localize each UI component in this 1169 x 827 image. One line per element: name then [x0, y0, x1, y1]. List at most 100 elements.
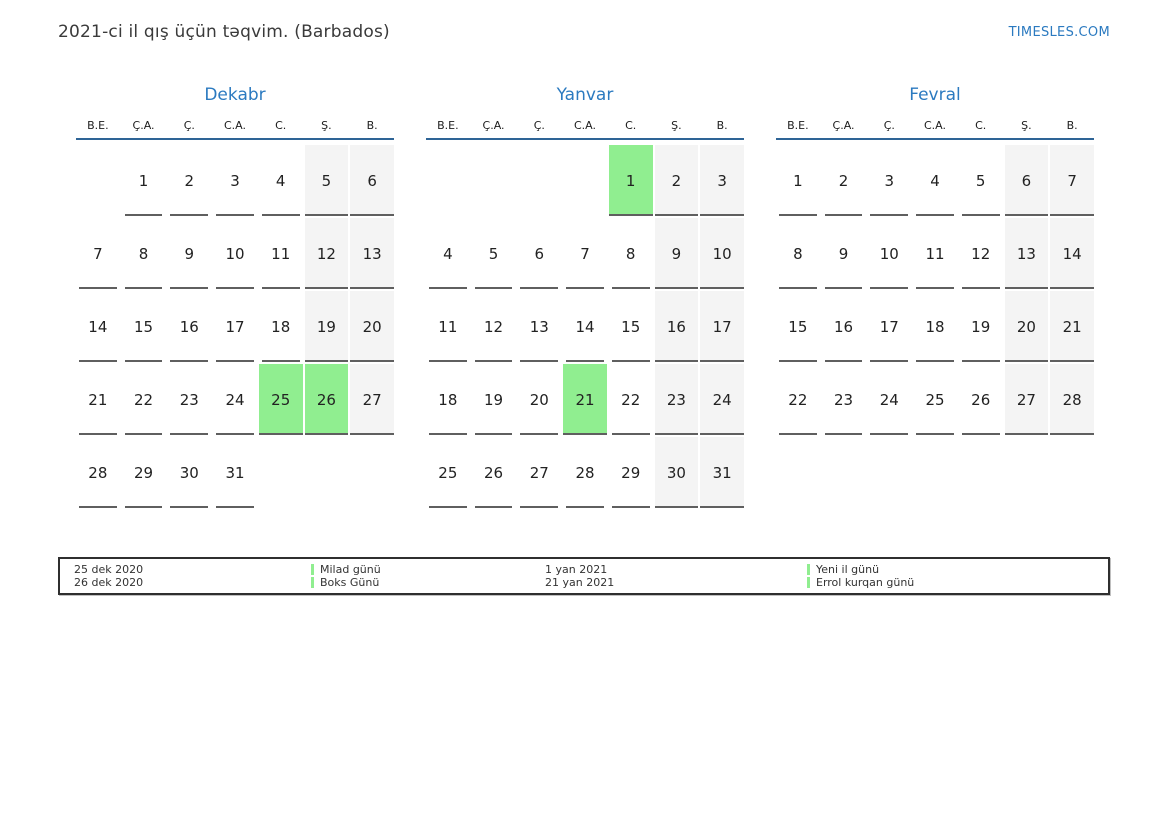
legend-text: 26 dek 2020 [74, 576, 144, 589]
day-cell-weekend: 27 [350, 364, 394, 435]
day-cell-weekend: 12 [304, 218, 349, 289]
day-cell: 14 [563, 291, 607, 362]
day-cell-weekend: 20 [350, 291, 394, 362]
day-cell: 31 [213, 437, 257, 508]
day-cell-empty [305, 437, 349, 508]
day-cell: 3 [867, 145, 911, 216]
legend-text: 1 yan 2021 [545, 563, 608, 576]
day-cell-weekend: 23 [654, 364, 699, 435]
day-cell: 8 [776, 218, 820, 289]
day-cell: 10 [867, 218, 911, 289]
day-cell: 21 [76, 364, 120, 435]
weekday-label: Ş. [1021, 119, 1032, 132]
weekday-label: B. [1066, 119, 1078, 132]
day-cell: 18 [913, 291, 957, 362]
day-cell: 4 [913, 145, 957, 216]
day-cell-weekend: 24 [700, 364, 744, 435]
day-cell-weekend: 20 [1004, 291, 1049, 362]
weekday-label: C. [625, 119, 637, 132]
day-cell: 26 [472, 437, 516, 508]
day-cell: 16 [167, 291, 211, 362]
day-cell: 6 [517, 218, 561, 289]
day-cell: 24 [867, 364, 911, 435]
legend-text: 21 yan 2021 [545, 576, 615, 589]
day-cell-weekend: 28 [1050, 364, 1094, 435]
weekday-header: B.E. Ç.A. Ç. C.A. C. Ş. B. [76, 106, 394, 140]
day-cell: 19 [472, 364, 516, 435]
day-cell-empty [259, 437, 303, 508]
day-cell-holiday: 26 [304, 364, 349, 435]
legend-text: Errol kurqan günü [816, 576, 915, 589]
day-cell-weekend: 27 [1004, 364, 1049, 435]
day-cell: 15 [609, 291, 653, 362]
legend-line: 25 dek 2020 [74, 563, 143, 576]
timesles-brand-link[interactable]: TIMESLES.COM [1008, 25, 1110, 40]
day-cell: 25 [426, 437, 470, 508]
legend-line: Boks Günü [311, 576, 381, 589]
day-cell: 5 [959, 145, 1003, 216]
day-cell-weekend: 21 [1050, 291, 1094, 362]
day-cell: 11 [426, 291, 470, 362]
day-cell: 3 [213, 145, 257, 216]
day-cell: 12 [959, 218, 1003, 289]
day-cell-weekend: 9 [654, 218, 699, 289]
holiday-swatch [807, 577, 810, 588]
weekday-label: B.E. [437, 119, 459, 132]
day-cell: 9 [167, 218, 211, 289]
day-cell-holiday: 21 [563, 364, 607, 435]
day-cell-weekend: 19 [304, 291, 349, 362]
month-yanvar: Yanvar B.E. Ç.A. Ç. C.A. C. Ş. B. 1 2 3 4 5 6 7 8 9 10 11 1… [426, 84, 744, 508]
day-cell: 12 [472, 291, 516, 362]
weekday-label: Ç. [533, 119, 545, 132]
day-cell: 26 [959, 364, 1003, 435]
day-cell: 8 [609, 218, 653, 289]
day-cell-weekend: 17 [700, 291, 744, 362]
legend-line: Milad günü [311, 563, 381, 576]
legend-line: 26 dek 2020 [74, 576, 143, 589]
day-cell: 7 [76, 218, 120, 289]
day-cell-holiday: 25 [258, 364, 303, 435]
day-cell: 28 [76, 437, 120, 508]
day-cell: 23 [822, 364, 866, 435]
day-cell: 1 [776, 145, 820, 216]
weekday-header: B.E. Ç.A. Ç. C.A. C. Ş. B. [776, 106, 1094, 140]
day-cell-weekend: 14 [1050, 218, 1094, 289]
day-cell: 17 [213, 291, 257, 362]
legend-text: Boks Günü [320, 576, 380, 589]
day-cell: 9 [822, 218, 866, 289]
day-cell-weekend: 10 [700, 218, 744, 289]
holiday-swatch [807, 564, 810, 575]
day-cell-weekend: 3 [700, 145, 744, 216]
day-cell: 29 [122, 437, 166, 508]
day-cell: 8 [122, 218, 166, 289]
weekday-label: Ş. [671, 119, 682, 132]
weekday-label: B.E. [87, 119, 109, 132]
day-cell: 11 [259, 218, 303, 289]
day-cell-empty [517, 145, 561, 216]
weekday-label: Ç.A. [832, 119, 855, 132]
legend-line: 21 yan 2021 [545, 576, 614, 589]
holiday-swatch [311, 564, 314, 575]
day-cell-weekend: 30 [654, 437, 699, 508]
weekday-header: B.E. Ç.A. Ç. C.A. C. Ş. B. [426, 106, 744, 140]
day-cell: 30 [167, 437, 211, 508]
legend-text: Milad günü [320, 563, 381, 576]
weekday-label: Ç. [183, 119, 195, 132]
month-title[interactable]: Yanvar [556, 85, 614, 105]
month-title[interactable]: Fevral [909, 85, 961, 105]
day-cell: 2 [822, 145, 866, 216]
weekday-label: C.A. [573, 119, 596, 132]
day-cell-empty [472, 145, 516, 216]
weekday-label: C. [975, 119, 987, 132]
day-cell: 1 [122, 145, 166, 216]
page-title: 2021-ci il qış üçün təqvim. (Barbados) [58, 22, 390, 42]
weekday-label: C. [275, 119, 287, 132]
legend-group-holidays: Yeni il günü Errol kurqan günü [807, 563, 914, 589]
day-grid: 1 2 3 4 5 6 7 8 9 10 11 12 13 14 15 16 17 18 19 20 21 22 23 24 2… [426, 145, 744, 508]
day-cell: 22 [609, 364, 653, 435]
month-title[interactable]: Dekabr [204, 85, 266, 105]
weekday-label: Ç.A. [132, 119, 155, 132]
day-cell: 4 [426, 218, 470, 289]
day-cell: 15 [122, 291, 166, 362]
day-cell-weekend: 31 [700, 437, 744, 508]
